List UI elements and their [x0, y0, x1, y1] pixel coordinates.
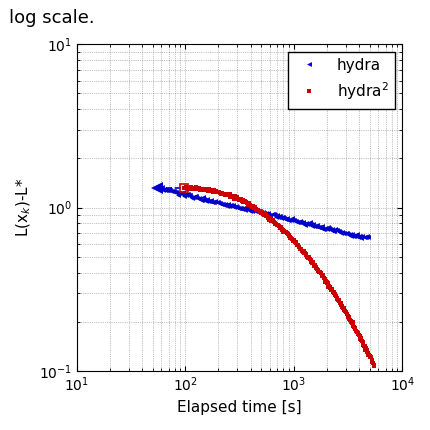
hydra$^2$ — [182, 186, 187, 191]
X-axis label: Elapsed time [s]: Elapsed time [s] — [177, 400, 302, 415]
hydra — [155, 184, 160, 189]
hydra$^2$ — [295, 242, 301, 247]
hydra — [194, 194, 199, 199]
hydra — [347, 232, 352, 237]
hydra$^2$ — [295, 242, 300, 247]
hydra$^2$ — [354, 330, 359, 335]
hydra — [163, 187, 168, 193]
hydra — [167, 188, 172, 193]
Line: hydra: hydra — [155, 184, 370, 240]
hydra$^2$ — [194, 184, 199, 189]
hydra — [365, 234, 370, 240]
Legend: hydra, hydra$^2$: hydra, hydra$^2$ — [288, 52, 395, 108]
hydra$^2$ — [372, 363, 377, 368]
Line: hydra$^2$: hydra$^2$ — [182, 184, 376, 368]
Text: log scale.: log scale. — [9, 9, 94, 27]
hydra$^2$ — [183, 185, 188, 190]
hydra — [359, 235, 364, 240]
hydra — [211, 200, 216, 205]
hydra$^2$ — [298, 246, 304, 252]
hydra — [355, 232, 360, 237]
hydra$^2$ — [342, 308, 347, 313]
Y-axis label: L(x$_k$)-L*: L(x$_k$)-L* — [15, 178, 34, 237]
